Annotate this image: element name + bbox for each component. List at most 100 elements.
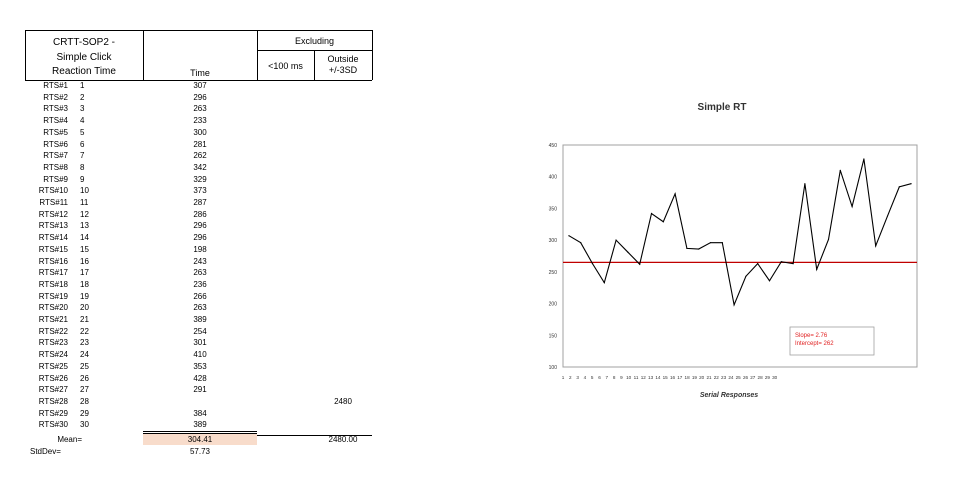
- row-time: 281: [193, 139, 207, 149]
- row-time: 301: [193, 338, 207, 348]
- row-label: RTS#26: [38, 373, 68, 383]
- row-time: 263: [193, 303, 207, 313]
- row-label: RTS#1: [43, 81, 68, 90]
- row-time: 342: [193, 162, 207, 172]
- data-point: [827, 238, 830, 241]
- row-label: RTS#28: [38, 396, 68, 406]
- data-point: [792, 263, 794, 265]
- x-tick-label: 24: [728, 375, 734, 380]
- x-tick-label: 6: [598, 375, 601, 380]
- row-index: 1: [80, 81, 85, 90]
- y-tick-label: 350: [549, 206, 558, 212]
- row-time: 236: [193, 279, 207, 289]
- data-point: [650, 212, 653, 215]
- data-point: [745, 275, 747, 277]
- y-tick-label: 300: [549, 238, 558, 244]
- row-label: RTS#9: [43, 174, 68, 184]
- data-point: [580, 242, 582, 244]
- row-label: RTS#15: [38, 244, 68, 254]
- data-point: [591, 263, 594, 265]
- row-time: 329: [193, 174, 207, 184]
- data-point: [615, 239, 617, 241]
- data-point: [780, 261, 782, 263]
- header-left-border: [25, 30, 26, 80]
- row-index: 13: [80, 221, 89, 231]
- header-top-border: [25, 30, 372, 31]
- x-tick-label: 14: [655, 375, 661, 380]
- mean-highlight: [143, 433, 257, 445]
- x-tick-label: 28: [758, 375, 764, 380]
- row-time: 296: [193, 221, 207, 231]
- data-point: [603, 282, 605, 284]
- x-tick-label: 20: [699, 375, 705, 380]
- x-tick-label: 10: [626, 375, 632, 380]
- row-index: 4: [80, 116, 85, 126]
- x-tick-label: 17: [677, 375, 683, 380]
- data-point: [627, 251, 629, 253]
- outside-header-line2: +/-3SD: [328, 65, 358, 75]
- x-tick-label: 4: [584, 375, 587, 380]
- data-point: [886, 215, 889, 217]
- x-tick-label: 12: [641, 375, 647, 380]
- row-index: 14: [80, 233, 89, 243]
- row-label: RTS#4: [43, 116, 68, 126]
- row-label: RTS#16: [38, 256, 68, 266]
- row-label: RTS#24: [38, 350, 68, 360]
- row-label: RTS#14: [38, 233, 68, 243]
- sheet-title-line2: Simple Click: [56, 52, 112, 63]
- row-label: RTS#5: [43, 127, 68, 137]
- row-index: 9: [80, 174, 85, 184]
- row-time: 410: [193, 350, 207, 360]
- row-time: 254: [193, 326, 207, 336]
- row-label: RTS#30: [38, 420, 68, 430]
- x-tick-label: 8: [613, 375, 616, 380]
- row-time: 198: [193, 244, 207, 254]
- x-tick-label: 18: [685, 375, 691, 380]
- plot-area-border: [562, 144, 918, 368]
- data-point: [768, 280, 771, 282]
- header-bottom-border: [25, 80, 372, 81]
- y-tick-label: 400: [549, 175, 558, 181]
- row-index: 6: [80, 139, 85, 149]
- mean-outside-border: [257, 435, 372, 436]
- series-line: [568, 158, 912, 307]
- x-tick-label: 16: [670, 375, 676, 380]
- mean-outside-value: 2480.00: [328, 435, 358, 444]
- row-index: 24: [80, 350, 89, 360]
- row-index: 25: [80, 361, 89, 371]
- row-index: 21: [80, 315, 89, 324]
- x-tick-label: 26: [743, 375, 749, 380]
- y-tick-label: 450: [549, 143, 558, 149]
- row-index: 28: [80, 396, 89, 406]
- row-time: 296: [193, 92, 207, 102]
- y-tick-label: 200: [549, 302, 558, 308]
- row-time: 263: [193, 268, 207, 278]
- time-column-header: Time: [190, 68, 210, 78]
- data-point: [639, 263, 641, 265]
- annotation-box: [789, 326, 875, 356]
- spreadsheet: CRTT-SOP2 - Simple Click Reaction Time T…: [0, 0, 400, 488]
- row-index: 29: [80, 408, 89, 418]
- outside-header-line1: Outside: [327, 54, 359, 64]
- x-axis-label: Serial Responses: [700, 392, 758, 399]
- y-tick-label: 250: [549, 270, 558, 276]
- row-label: RTS#21: [38, 315, 68, 324]
- x-tick-label: 21: [706, 375, 712, 380]
- x-tick-label: 5: [591, 375, 594, 380]
- row-label: RTS#6: [43, 139, 68, 149]
- row-time: 263: [193, 104, 207, 114]
- data-point: [910, 183, 912, 185]
- row-label: RTS#29: [38, 408, 68, 418]
- row-index: 19: [80, 291, 89, 301]
- data-point: [733, 304, 735, 306]
- row-index: 8: [80, 162, 85, 172]
- row-index: 18: [80, 279, 89, 289]
- row-label: RTS#27: [38, 385, 68, 395]
- row-label: RTS#7: [43, 151, 68, 161]
- row-label: RTS#25: [38, 361, 68, 371]
- data-point: [568, 235, 570, 237]
- lt100-header: <100 ms: [268, 61, 303, 71]
- x-tick-label: 27: [750, 375, 756, 380]
- row-time: 384: [193, 408, 207, 418]
- x-tick-label: 29: [765, 375, 771, 380]
